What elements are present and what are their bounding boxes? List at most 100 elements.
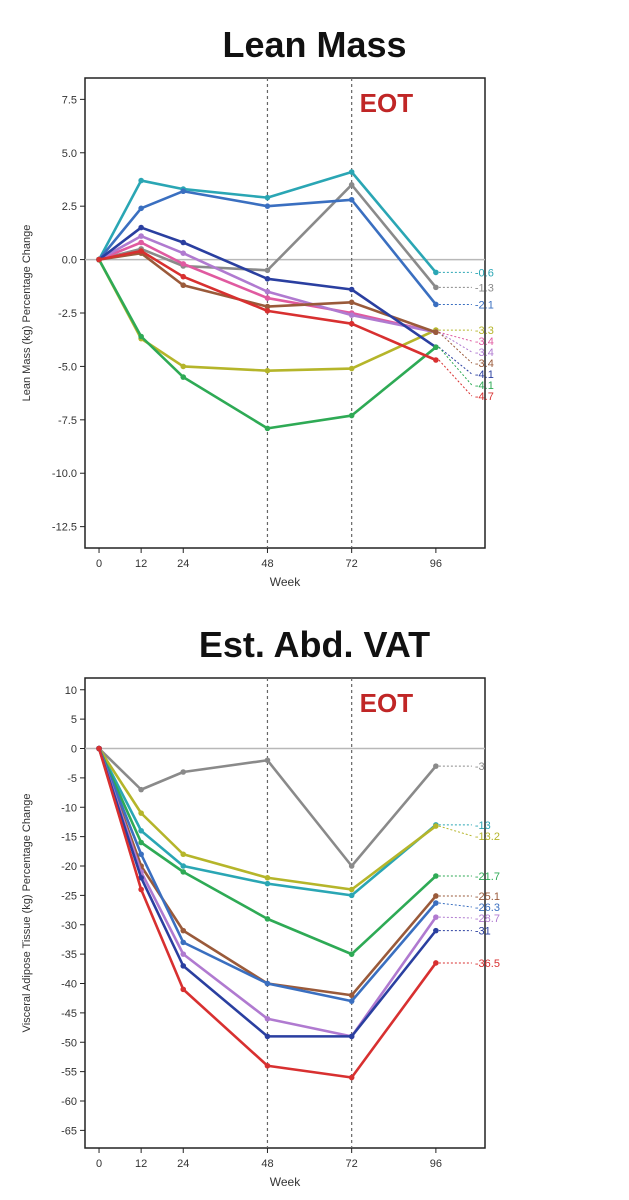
y-tick-label: -50 xyxy=(61,1037,77,1049)
x-tick-label: 72 xyxy=(346,558,358,570)
end-label-leader xyxy=(438,331,473,353)
data-point xyxy=(180,250,187,256)
data-point xyxy=(264,267,271,274)
data-point xyxy=(180,951,187,957)
x-tick-label: 12 xyxy=(135,558,147,570)
data-point xyxy=(180,363,187,370)
end-label: -36.5 xyxy=(475,958,500,970)
series-line xyxy=(97,747,437,891)
x-axis-label: Week xyxy=(270,1175,301,1189)
data-point xyxy=(138,851,144,858)
data-point xyxy=(138,786,144,793)
data-point xyxy=(433,763,439,769)
data-point xyxy=(180,851,187,858)
series-line xyxy=(97,748,437,1079)
data-point xyxy=(433,893,439,899)
data-point xyxy=(348,182,355,188)
series-line xyxy=(98,251,437,334)
end-label: -28.7 xyxy=(475,913,500,925)
y-tick-label: 7.5 xyxy=(62,94,77,106)
x-axis-label: Week xyxy=(270,575,301,589)
data-point xyxy=(433,269,439,276)
end-label: -13.2 xyxy=(475,831,500,843)
data-point xyxy=(138,239,144,246)
data-point xyxy=(348,412,355,419)
x-tick-label: 12 xyxy=(135,1158,147,1170)
end-label-leader xyxy=(438,916,472,919)
y-tick-label: -40 xyxy=(61,979,77,991)
end-label: -3.4 xyxy=(475,347,494,359)
y-tick-label: -2.5 xyxy=(58,308,77,320)
series-line xyxy=(98,183,437,289)
end-label: -21.7 xyxy=(475,871,500,883)
data-point xyxy=(264,288,271,295)
chart-title: Lean Mass xyxy=(222,24,407,65)
plot-frame xyxy=(84,677,486,1149)
end-label-leader xyxy=(438,346,473,386)
data-point xyxy=(180,863,187,869)
end-label: -3.4 xyxy=(475,358,494,370)
end-label: -25.1 xyxy=(475,891,500,903)
data-point xyxy=(138,886,144,893)
y-tick-label: 2.5 xyxy=(62,201,77,213)
data-point xyxy=(138,205,144,212)
data-point xyxy=(180,261,187,267)
data-point xyxy=(348,1074,355,1081)
data-point xyxy=(138,248,144,254)
data-point xyxy=(348,320,355,327)
data-point xyxy=(433,329,439,336)
x-tick-label: 48 xyxy=(261,1158,273,1170)
data-point xyxy=(348,998,355,1004)
y-tick-label: -60 xyxy=(61,1096,77,1108)
data-point xyxy=(264,425,271,432)
series-line xyxy=(97,748,437,1038)
y-tick-label: -12.5 xyxy=(52,522,77,534)
data-point xyxy=(433,357,439,363)
data-point xyxy=(264,1033,271,1040)
data-point xyxy=(348,1033,355,1040)
data-point xyxy=(348,299,355,306)
series-line xyxy=(98,249,437,362)
y-tick-label: 5 xyxy=(71,714,77,726)
data-point xyxy=(180,939,187,946)
vat-chart: EOT1050-5-10-15-20-25-30-35-40-45-50-55-… xyxy=(21,677,500,1189)
data-point xyxy=(433,873,439,879)
data-point xyxy=(138,874,144,881)
data-point xyxy=(138,177,144,184)
y-tick-label: 0 xyxy=(71,744,77,756)
x-tick-label: 72 xyxy=(346,1158,358,1170)
end-label: -31 xyxy=(475,926,491,938)
lean-mass-chart: EOT 7.5 5.0 2.5 0.0 -2.5 -5.0 -7.5 -10.0 -12.5 0 12… xyxy=(21,77,494,589)
y-tick-label: -5.0 xyxy=(58,361,77,373)
data-point xyxy=(348,886,355,893)
data-point xyxy=(433,823,439,829)
data-point xyxy=(433,284,439,291)
data-point xyxy=(348,951,355,957)
data-point xyxy=(264,874,271,881)
data-point xyxy=(264,1015,271,1022)
data-point xyxy=(264,295,271,301)
y-axis-label: Lean Mass (kg) Percentage Change xyxy=(21,225,33,402)
x-tick-label: 0 xyxy=(96,1158,102,1170)
end-label: -4.1 xyxy=(475,369,494,381)
end-label-leader xyxy=(438,331,473,364)
end-label: -2.1 xyxy=(475,299,494,311)
end-label: -1.3 xyxy=(475,282,494,294)
data-point xyxy=(180,869,187,875)
end-label: -13 xyxy=(475,820,491,832)
data-point xyxy=(180,282,187,289)
end-label: -4.1 xyxy=(475,380,494,392)
y-tick-label: -7.5 xyxy=(58,415,77,427)
data-point xyxy=(433,344,439,350)
data-point xyxy=(264,980,271,987)
series-line xyxy=(97,748,437,1038)
data-point xyxy=(348,863,355,869)
y-tick-label: 10 xyxy=(65,685,77,697)
series-line xyxy=(97,747,437,897)
end-label: -0.6 xyxy=(475,267,494,279)
data-point xyxy=(433,900,439,906)
data-point xyxy=(180,273,187,280)
end-label-leader xyxy=(438,825,473,837)
data-point xyxy=(264,367,271,374)
y-tick-label: -45 xyxy=(61,1008,77,1020)
